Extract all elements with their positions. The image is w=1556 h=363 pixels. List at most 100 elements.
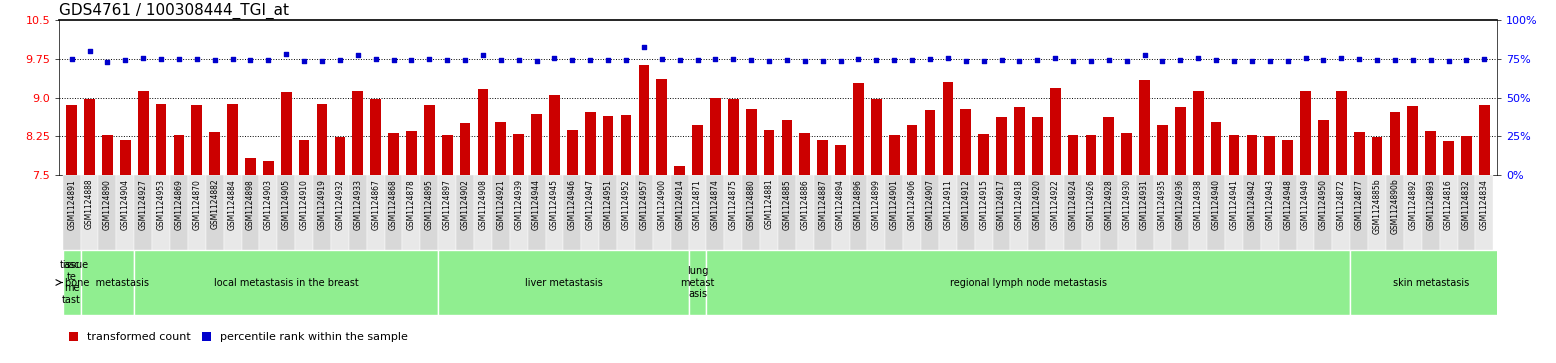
Point (1276, 58, 1301, 64)
Point (327, 57, 352, 63)
Bar (1265, 136, 1274, 175)
Point (149, 56, 174, 62)
Text: GSM1124945: GSM1124945 (549, 179, 559, 230)
Bar (1390, 112, 1400, 175)
Bar (638, 65, 649, 175)
Text: GSM1124898: GSM1124898 (246, 179, 255, 229)
Bar (850, 175, 867, 250)
Point (1114, 58, 1139, 64)
Text: GSM1124872: GSM1124872 (1337, 179, 1346, 229)
Bar (1404, 175, 1422, 250)
Bar (406, 131, 417, 175)
Point (703, 56, 728, 62)
Text: GSM1124952: GSM1124952 (621, 179, 630, 230)
Point (506, 57, 531, 63)
Bar (1480, 105, 1489, 175)
Text: GSM1124939: GSM1124939 (513, 179, 523, 230)
Text: skin metastasis: skin metastasis (1393, 277, 1469, 287)
Bar (621, 115, 632, 175)
Point (219, 56, 244, 62)
Bar (81, 175, 98, 250)
Text: GSM1124912: GSM1124912 (962, 179, 971, 229)
Bar (1225, 175, 1243, 250)
Text: GSM1124910: GSM1124910 (300, 179, 308, 230)
Bar (1351, 250, 1511, 315)
Text: GSM1124897: GSM1124897 (442, 179, 451, 230)
Point (345, 52, 370, 57)
Point (1169, 57, 1193, 63)
Text: GSM1124834: GSM1124834 (1480, 179, 1489, 230)
Bar (867, 175, 885, 250)
Bar (902, 175, 921, 250)
Bar (778, 175, 795, 250)
Point (238, 57, 263, 63)
Bar (1067, 135, 1078, 175)
Bar (871, 99, 882, 175)
Bar (316, 104, 327, 175)
Text: GSM1124915: GSM1124915 (979, 179, 988, 230)
Text: GSM1124896: GSM1124896 (854, 179, 864, 230)
Text: GSM1124882: GSM1124882 (210, 179, 219, 229)
Point (541, 55, 566, 61)
Bar (781, 120, 792, 175)
Text: asc
te
me
tast: asc te me tast (62, 260, 81, 305)
Bar (152, 175, 170, 250)
Text: GSM1124878: GSM1124878 (408, 179, 415, 229)
Text: GSM1124906: GSM1124906 (907, 179, 916, 230)
Text: GSM1124947: GSM1124947 (585, 179, 594, 230)
Bar (728, 99, 739, 175)
Point (255, 57, 280, 63)
Text: GSM1124880: GSM1124880 (747, 179, 756, 229)
Bar (513, 134, 524, 175)
Text: GSM1124941: GSM1124941 (1229, 179, 1239, 230)
Bar (387, 132, 398, 175)
Text: GSM1124933: GSM1124933 (353, 179, 363, 230)
Bar (1100, 175, 1117, 250)
Bar (349, 175, 367, 250)
Bar (492, 175, 510, 250)
Bar (439, 250, 689, 315)
Bar (263, 160, 274, 175)
Bar (1207, 175, 1225, 250)
Bar (423, 105, 434, 175)
Point (453, 57, 478, 63)
Bar (527, 175, 546, 250)
Point (756, 58, 781, 64)
Bar (384, 175, 403, 250)
Bar (585, 112, 596, 175)
Text: GSM1124890b: GSM1124890b (1391, 179, 1399, 234)
Text: GSM1124900: GSM1124900 (657, 179, 666, 230)
Bar (602, 115, 613, 175)
Bar (1296, 175, 1315, 250)
Bar (1439, 175, 1458, 250)
Text: GSM1124943: GSM1124943 (1265, 179, 1274, 230)
Bar (1337, 91, 1346, 175)
Point (596, 57, 621, 63)
Bar (282, 92, 291, 175)
Text: GSM1124917: GSM1124917 (997, 179, 1007, 230)
Bar (907, 125, 918, 175)
Bar (1354, 132, 1365, 175)
Text: GDS4761 / 100308444_TGI_at: GDS4761 / 100308444_TGI_at (59, 3, 289, 19)
Bar (710, 98, 720, 175)
Text: GSM1124942: GSM1124942 (1248, 179, 1256, 230)
Point (577, 57, 602, 63)
Point (668, 57, 692, 63)
Bar (706, 175, 725, 250)
Bar (1175, 107, 1186, 175)
Text: GSM1124922: GSM1124922 (1050, 179, 1060, 229)
Point (524, 58, 549, 64)
Bar (938, 175, 957, 250)
Bar (725, 175, 742, 250)
Bar (370, 99, 381, 175)
Point (685, 57, 710, 63)
Text: GSM1124950: GSM1124950 (1319, 179, 1327, 230)
Bar (1046, 175, 1064, 250)
Text: GSM1124919: GSM1124919 (317, 179, 327, 230)
Bar (618, 175, 635, 250)
Text: regional lymph node metastasis: regional lymph node metastasis (949, 277, 1106, 287)
Text: GSM1124932: GSM1124932 (336, 179, 344, 230)
Bar (103, 135, 112, 175)
Text: GSM1124885b: GSM1124885b (1372, 179, 1382, 234)
Bar (510, 175, 527, 250)
